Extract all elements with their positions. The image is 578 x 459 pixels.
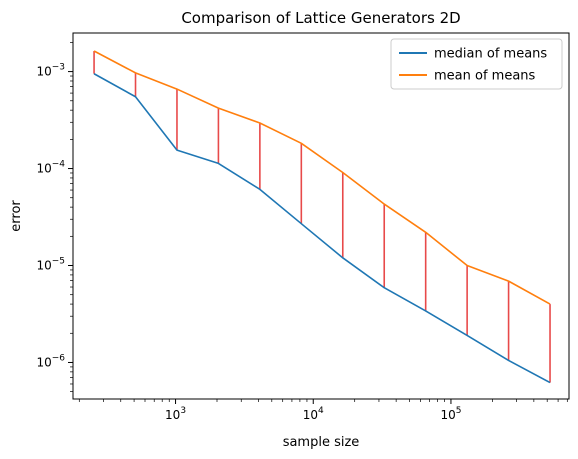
- axes: 103 104 105 10−6 10−5 10−4 10−3: [36, 42, 568, 422]
- legend-label: median of means: [434, 47, 547, 62]
- series-line-mean-of-means: [93, 50, 551, 305]
- series-line-median-of-means: [93, 73, 551, 384]
- legend: median of means mean of means: [390, 38, 563, 90]
- chart-title: Comparison of Lattice Generators 2D: [181, 9, 460, 27]
- legend-box: [390, 38, 563, 90]
- x-tick-label: 103: [165, 406, 186, 422]
- x-axis-title: sample size: [283, 435, 360, 450]
- y-tick-label: 10−4: [36, 160, 65, 176]
- plot-frame: [72, 32, 570, 400]
- y-axis-title: error: [9, 200, 24, 232]
- x-tick-label: 105: [440, 406, 461, 422]
- y-tick-label: 10−5: [36, 257, 65, 273]
- y-tick-label: 10−6: [36, 353, 65, 369]
- plot-area: [93, 50, 551, 384]
- legend-label: mean of means: [434, 69, 536, 84]
- y-tick-label: 10−3: [36, 63, 65, 79]
- x-tick-label: 104: [303, 406, 324, 422]
